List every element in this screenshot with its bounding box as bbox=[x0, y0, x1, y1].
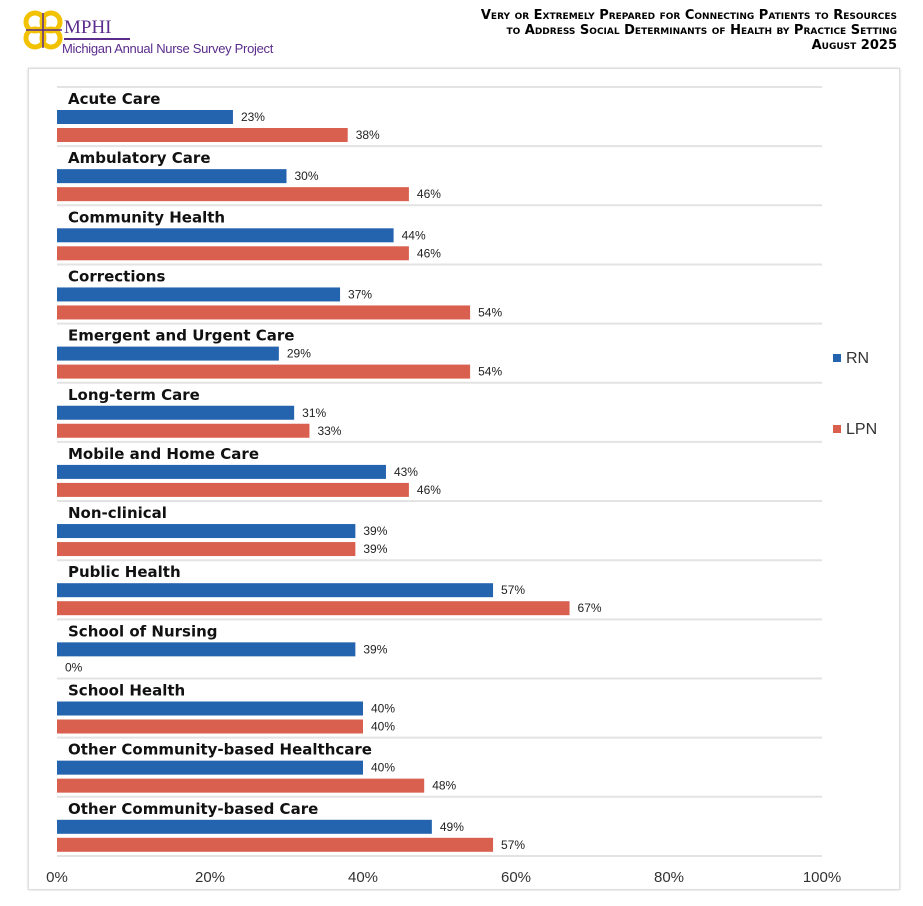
legend-label-lpn: LPN bbox=[846, 421, 877, 438]
category-label: Public Health bbox=[68, 563, 181, 581]
chart-frame bbox=[28, 68, 900, 890]
title-line: to Address Social Determinants of Health… bbox=[506, 23, 897, 38]
title-line: Very or Extremely Prepared for Connectin… bbox=[480, 8, 897, 23]
bar-rn bbox=[57, 464, 386, 479]
x-tick-label: 80% bbox=[654, 869, 684, 886]
bar-rn bbox=[57, 346, 279, 361]
data-label: 31% bbox=[302, 406, 326, 420]
category-label: Non-clinical bbox=[68, 504, 167, 522]
logo-knot-icon bbox=[23, 10, 63, 50]
data-label: 44% bbox=[402, 228, 426, 242]
legend-label-rn: RN bbox=[846, 350, 869, 367]
bar-lpn bbox=[57, 542, 356, 557]
data-label: 39% bbox=[363, 642, 387, 656]
data-label: 48% bbox=[432, 779, 456, 793]
bar-lpn bbox=[57, 246, 409, 261]
x-tick-label: 0% bbox=[46, 869, 68, 886]
legend-swatch-lpn bbox=[833, 425, 841, 433]
bar-rn bbox=[57, 524, 356, 539]
bar-rn bbox=[57, 760, 363, 775]
category-label: Other Community-based Healthcare bbox=[68, 741, 372, 759]
data-label: 30% bbox=[295, 169, 319, 183]
data-label: 39% bbox=[363, 524, 387, 538]
data-label: 23% bbox=[241, 110, 265, 124]
bar-rn bbox=[57, 819, 432, 834]
data-label: 46% bbox=[417, 483, 441, 497]
org-subtitle: Michigan Annual Nurse Survey Project bbox=[62, 41, 274, 56]
data-label: 29% bbox=[287, 347, 311, 361]
mphi-logo: MPHI Michigan Annual Nurse Survey Projec… bbox=[22, 8, 282, 58]
bar-rn bbox=[57, 583, 494, 598]
data-label: 67% bbox=[578, 601, 602, 615]
category-label: School of Nursing bbox=[68, 622, 218, 640]
bar-lpn bbox=[57, 423, 310, 438]
data-label: 57% bbox=[501, 583, 525, 597]
data-label: 46% bbox=[417, 246, 441, 260]
bar-lpn bbox=[57, 719, 363, 734]
data-label: 43% bbox=[394, 465, 418, 479]
x-tick-label: 100% bbox=[803, 869, 841, 886]
bar-rn bbox=[57, 642, 356, 657]
x-tick-label: 20% bbox=[195, 869, 225, 886]
data-label: 37% bbox=[348, 287, 372, 301]
bar-rn bbox=[57, 701, 363, 716]
chart-title: Very or Extremely Prepared for Connectin… bbox=[481, 8, 897, 53]
bar-rn bbox=[57, 110, 233, 124]
data-label: 40% bbox=[371, 761, 395, 775]
category-label: School Health bbox=[68, 682, 185, 700]
data-label: 57% bbox=[501, 838, 525, 852]
bar-lpn bbox=[57, 601, 570, 616]
x-tick-label: 60% bbox=[501, 869, 531, 886]
data-label: 54% bbox=[478, 305, 502, 319]
bar-lpn bbox=[57, 482, 409, 497]
data-label: 46% bbox=[417, 187, 441, 201]
category-label: Other Community-based Care bbox=[68, 800, 318, 818]
bar-rn bbox=[57, 169, 287, 184]
bar-rn bbox=[57, 228, 394, 243]
data-label: 40% bbox=[371, 702, 395, 716]
bar-lpn bbox=[57, 364, 471, 379]
x-tick-label: 40% bbox=[348, 869, 378, 886]
legend-swatch-rn bbox=[833, 354, 841, 362]
bar-rn bbox=[57, 287, 341, 302]
data-label: 40% bbox=[371, 720, 395, 734]
category-label: Acute Care bbox=[68, 90, 160, 108]
bar-lpn bbox=[57, 187, 409, 202]
category-label: Long-term Care bbox=[68, 386, 200, 404]
category-label: Mobile and Home Care bbox=[68, 445, 259, 463]
data-label: 54% bbox=[478, 365, 502, 379]
bar-lpn bbox=[57, 778, 425, 793]
category-label: Corrections bbox=[68, 267, 165, 285]
category-label: Ambulatory Care bbox=[68, 149, 211, 167]
bar-lpn bbox=[57, 128, 348, 142]
data-label: 33% bbox=[317, 424, 341, 438]
bar-rn bbox=[57, 405, 295, 420]
category-label: Emergent and Urgent Care bbox=[68, 327, 294, 345]
data-label: 39% bbox=[363, 542, 387, 556]
bar-lpn bbox=[57, 837, 494, 852]
category-label: Community Health bbox=[68, 208, 225, 226]
title-date: August 2025 bbox=[811, 38, 897, 53]
data-label: 38% bbox=[356, 128, 380, 142]
data-label: 49% bbox=[440, 820, 464, 834]
org-name: MPHI bbox=[64, 18, 130, 40]
bar-lpn bbox=[57, 305, 471, 320]
data-label: 0% bbox=[65, 660, 83, 674]
